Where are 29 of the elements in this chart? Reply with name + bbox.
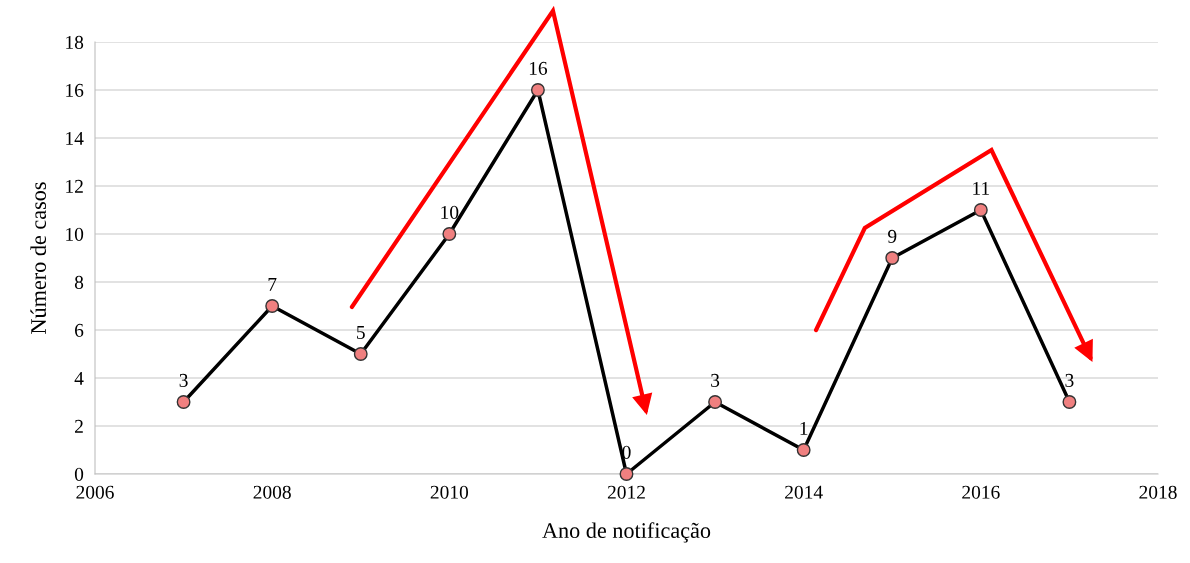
data-label: 3 [179, 373, 188, 387]
y-tick-label: 14 [66, 131, 84, 145]
x-tick-label: 2010 [430, 485, 469, 499]
data-label: 3 [1065, 373, 1074, 387]
y-tick-label: 2 [75, 419, 83, 433]
x-tick-label: 2016 [962, 485, 1000, 499]
y-tick-label: 18 [66, 35, 84, 49]
y-axis-title: Número de casos [30, 182, 47, 334]
y-tick-label: 16 [66, 83, 84, 97]
y-tick-label: 0 [74, 467, 84, 481]
x-tick-label: 2012 [607, 485, 645, 499]
x-axis-title: Ano de notificação [542, 522, 711, 543]
data-label: 10 [441, 205, 459, 219]
y-tick-label: 6 [75, 323, 84, 337]
data-label: 16 [529, 61, 548, 75]
data-label: 1 [800, 421, 808, 435]
y-tick-label: 10 [66, 227, 84, 241]
x-tick-label: 2006 [76, 485, 114, 499]
y-tick-label: 8 [74, 275, 84, 289]
y-tick-label: 4 [74, 371, 84, 385]
data-label: 7 [268, 278, 277, 291]
data-label: 5 [357, 326, 365, 339]
x-tick-label: 2008 [253, 485, 291, 499]
x-tick-label: 2018 [1139, 485, 1177, 499]
data-label: 9 [888, 229, 897, 243]
x-tick-label: 2014 [785, 485, 823, 499]
data-label: 3 [711, 373, 720, 387]
data-label: 11 [973, 181, 990, 195]
y-tick-label: 12 [66, 179, 83, 193]
